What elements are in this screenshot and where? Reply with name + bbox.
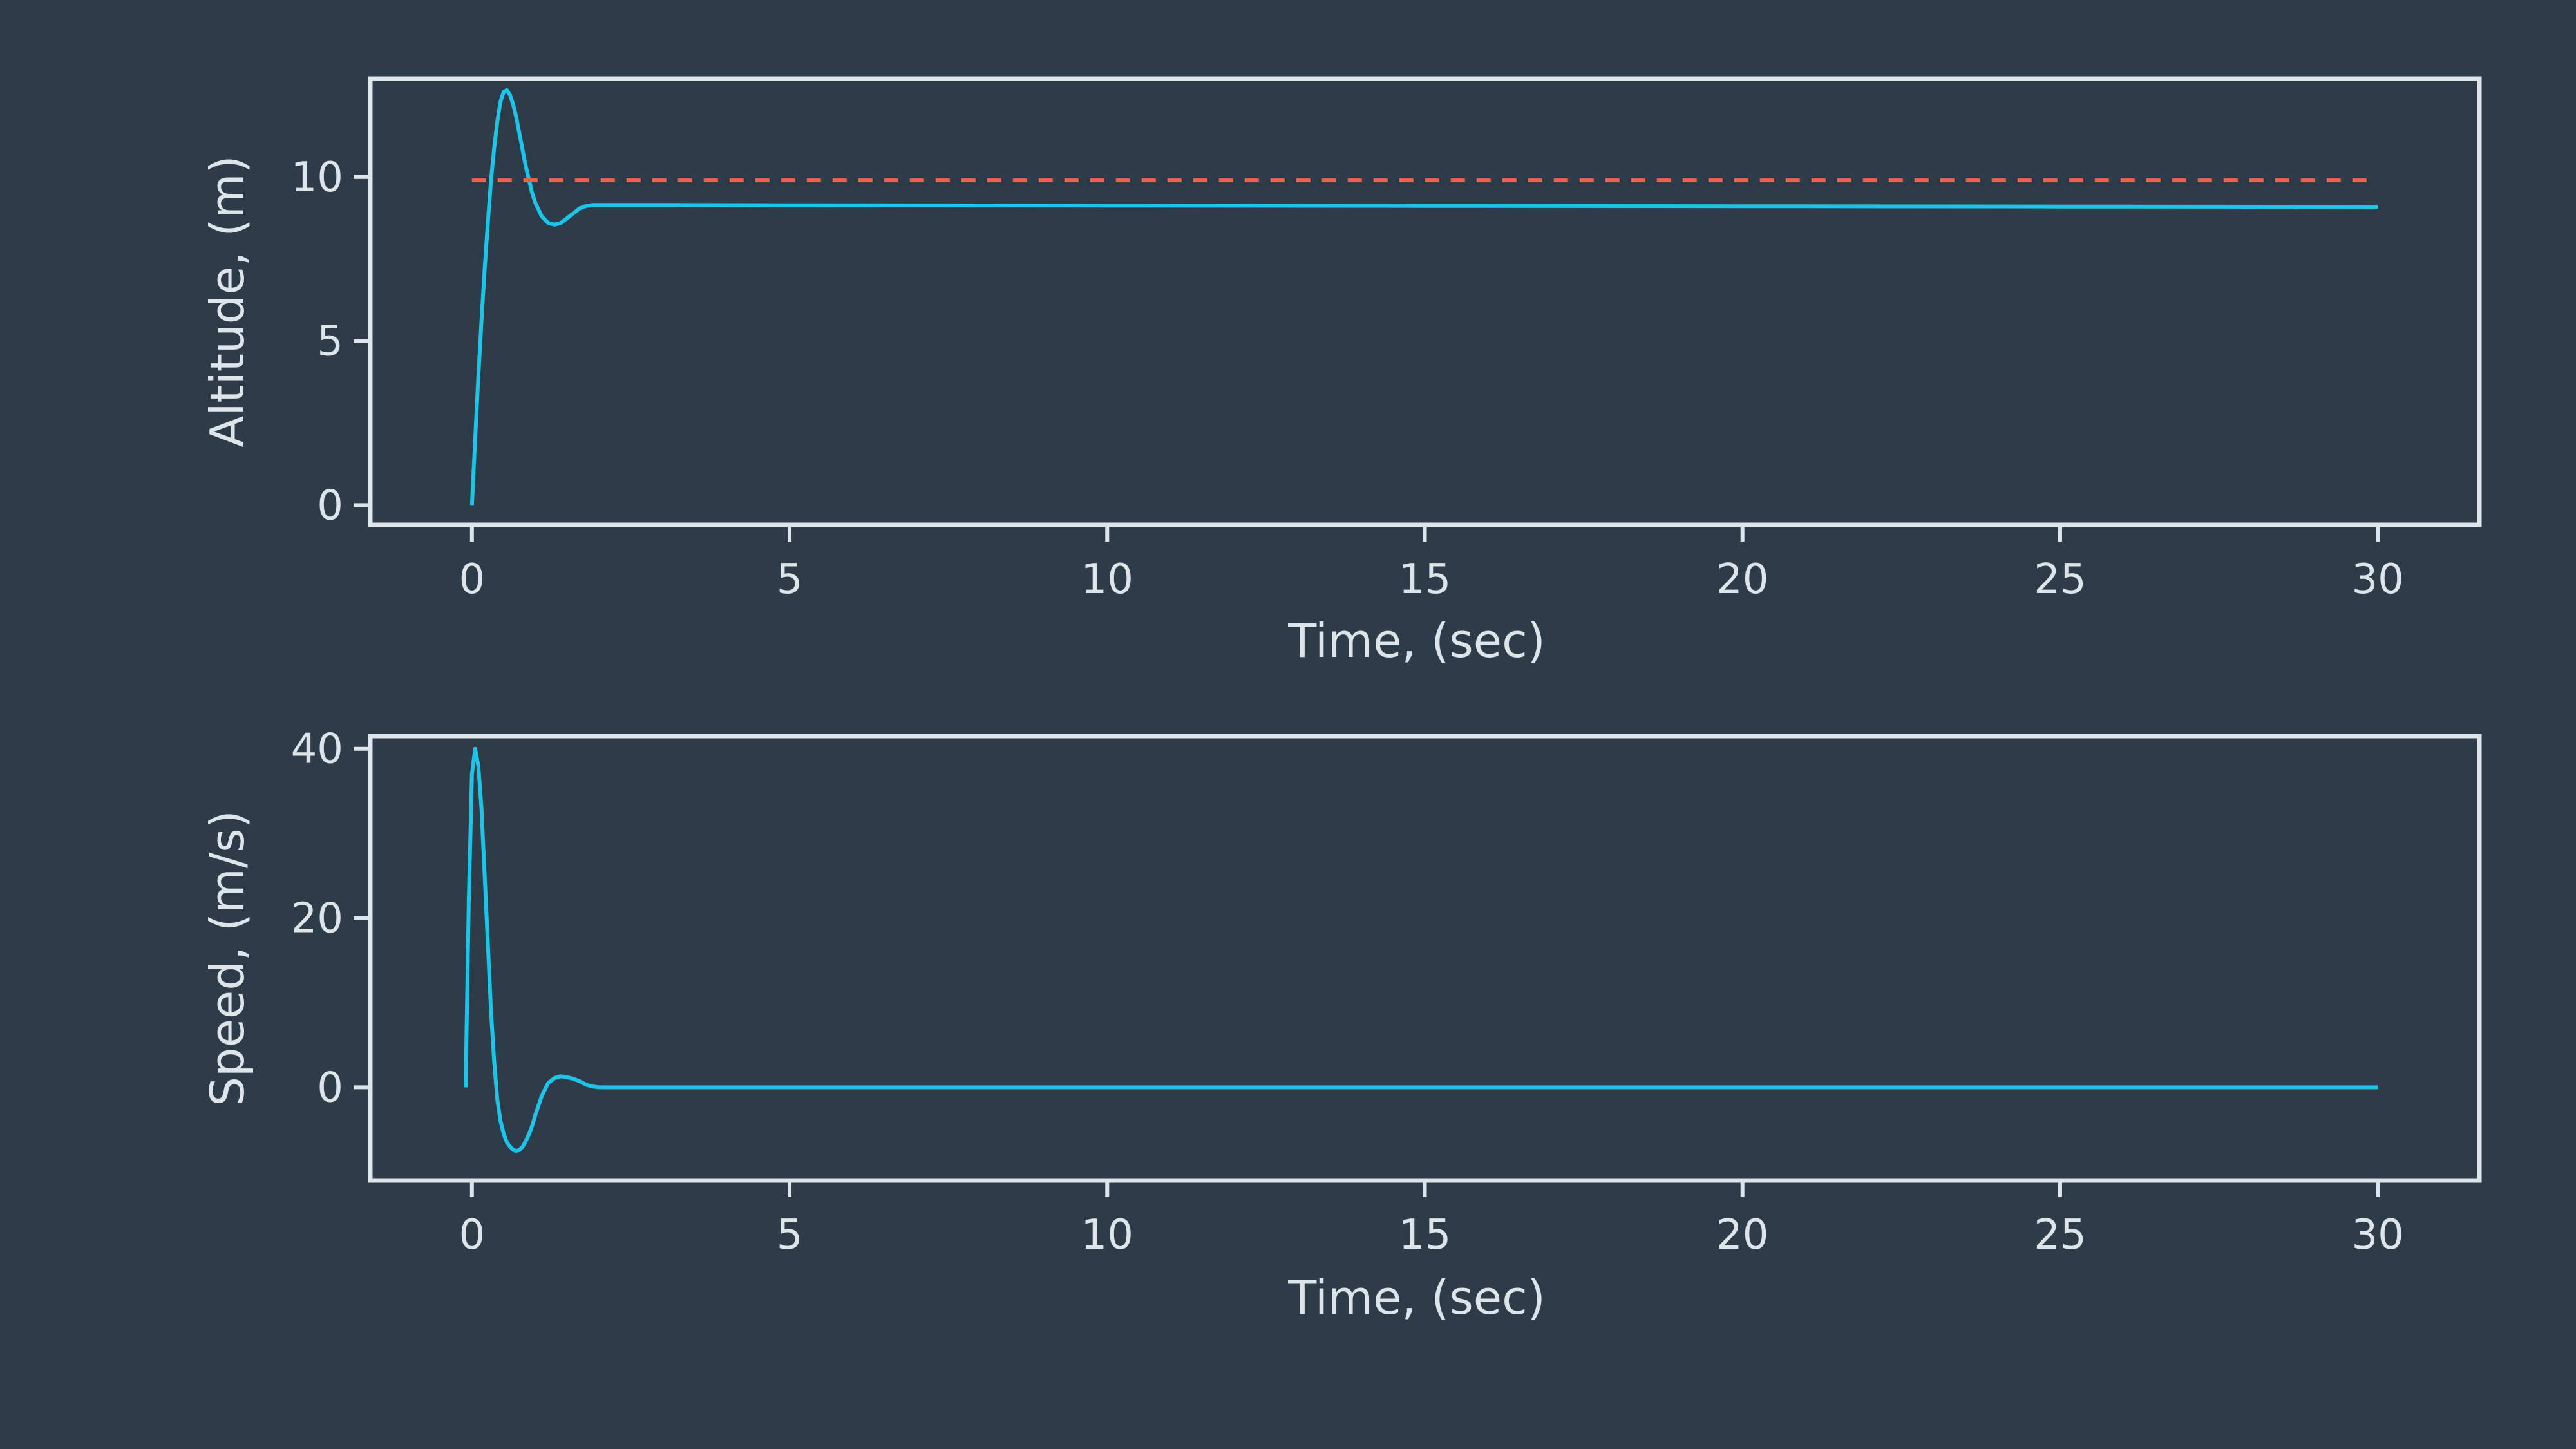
speed-x-tick-label: 0 xyxy=(459,1211,485,1259)
speed-x-tick-label: 15 xyxy=(1399,1211,1451,1259)
speed-plot-x-ticks: 0 5 10 15 20 25 30 xyxy=(459,1180,2404,1259)
altitude-x-tick-label: 25 xyxy=(2034,556,2086,603)
altitude-plot-x-ticks: 0 5 10 15 20 25 30 xyxy=(459,525,2404,603)
speed-x-tick-label: 5 xyxy=(777,1211,803,1259)
altitude-x-tick-label: 15 xyxy=(1399,556,1451,603)
altitude-plot-x-axis-label: Time, (sec) xyxy=(1287,614,1546,668)
speed-x-tick-label: 10 xyxy=(1081,1211,1133,1259)
speed-plot-lines xyxy=(464,746,2378,1153)
speed-plot-y-axis-label: Speed, (m/s) xyxy=(200,810,254,1106)
speed-plot-x-axis-label: Time, (sec) xyxy=(1287,1271,1546,1325)
speed-series-response-line xyxy=(464,746,2378,1153)
altitude-x-tick-label: 30 xyxy=(2351,556,2403,603)
altitude-y-tick-label: 5 xyxy=(317,318,343,366)
speed-x-tick-label: 25 xyxy=(2034,1211,2086,1259)
altitude-series-response-line xyxy=(469,88,2378,506)
altitude-plot: 0 5 10 15 20 25 30 0 5 10 Time, (sec) Altitude, … xyxy=(200,76,2482,668)
altitude-plot-y-axis-label: Altitude, (m) xyxy=(200,155,254,447)
altitude-plot-y-ticks: 0 5 10 xyxy=(291,154,370,529)
altitude-plot-lines xyxy=(469,88,2378,506)
speed-y-tick-label: 40 xyxy=(291,726,343,773)
altitude-x-tick-label: 10 xyxy=(1081,556,1133,603)
altitude-y-tick-label: 10 xyxy=(291,154,343,202)
altitude-x-tick-label: 5 xyxy=(777,556,803,603)
speed-x-tick-label: 20 xyxy=(1716,1211,1768,1259)
speed-plot-y-ticks: 0 20 40 xyxy=(291,726,370,1112)
speed-x-tick-label: 30 xyxy=(2351,1211,2403,1259)
speed-y-tick-label: 20 xyxy=(291,895,343,943)
altitude-y-tick-label: 0 xyxy=(317,482,343,529)
speed-plot: 0 5 10 15 20 25 30 0 20 40 Time, (sec) Speed, (m… xyxy=(200,726,2482,1325)
speed-y-tick-label: 0 xyxy=(317,1064,343,1112)
altitude-x-tick-label: 20 xyxy=(1716,556,1768,603)
altitude-x-tick-label: 0 xyxy=(459,556,485,603)
